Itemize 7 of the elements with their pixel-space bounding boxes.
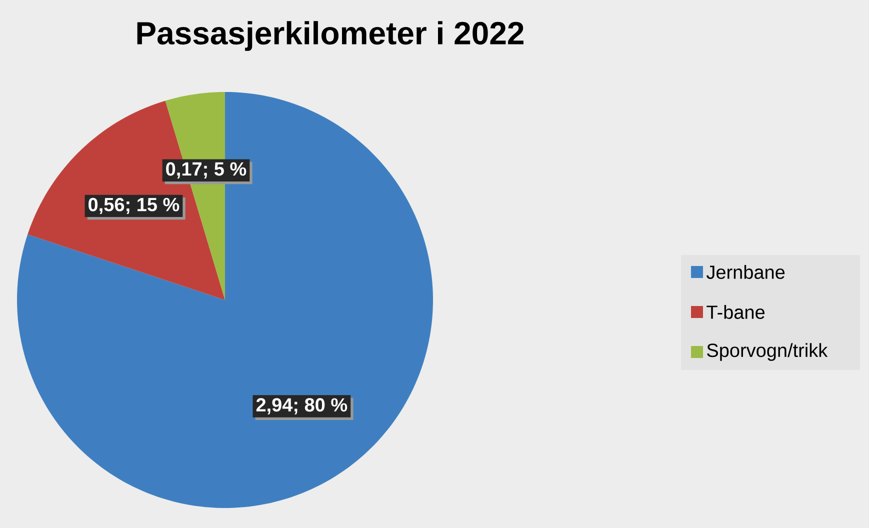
legend-label: T-bane — [706, 305, 765, 319]
data-label: 0,17; 5 % — [166, 162, 246, 178]
legend-label: Sporvogn/trikk — [707, 343, 828, 361]
legend-label: Jernbane — [706, 265, 785, 279]
chart-title: Passasjerkilometer i 2022 — [137, 21, 524, 51]
data-label: 2,94; 80 % — [256, 398, 348, 414]
data-label: 0,56; 15 % — [88, 198, 180, 214]
